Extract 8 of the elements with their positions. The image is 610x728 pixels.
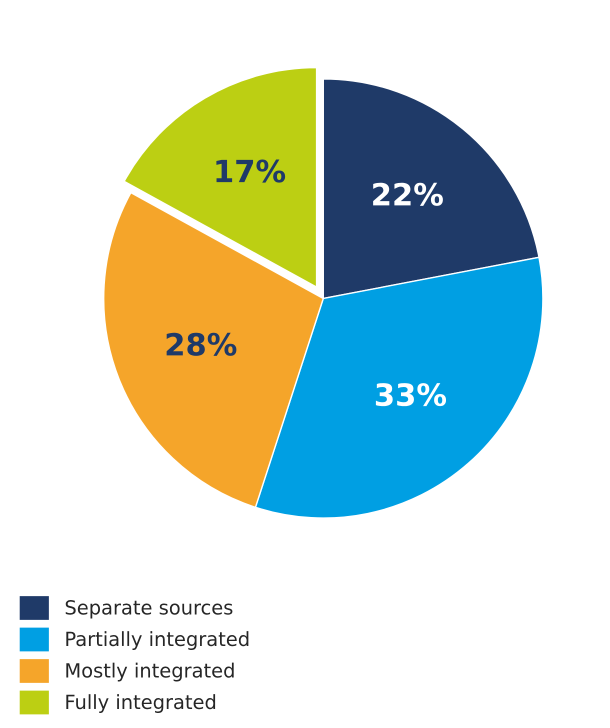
- data-label: 22%: [373, 182, 443, 206]
- legend-label: Partially integrated: [66, 631, 248, 650]
- data-label: 28%: [166, 332, 236, 356]
- legend-label: Mostly integrated: [66, 662, 234, 682]
- data-label: 33%: [376, 383, 446, 406]
- legend-label: Fully integrated: [66, 694, 216, 713]
- legend-label: Separate sources: [66, 600, 232, 618]
- data-label: 17%: [216, 159, 286, 183]
